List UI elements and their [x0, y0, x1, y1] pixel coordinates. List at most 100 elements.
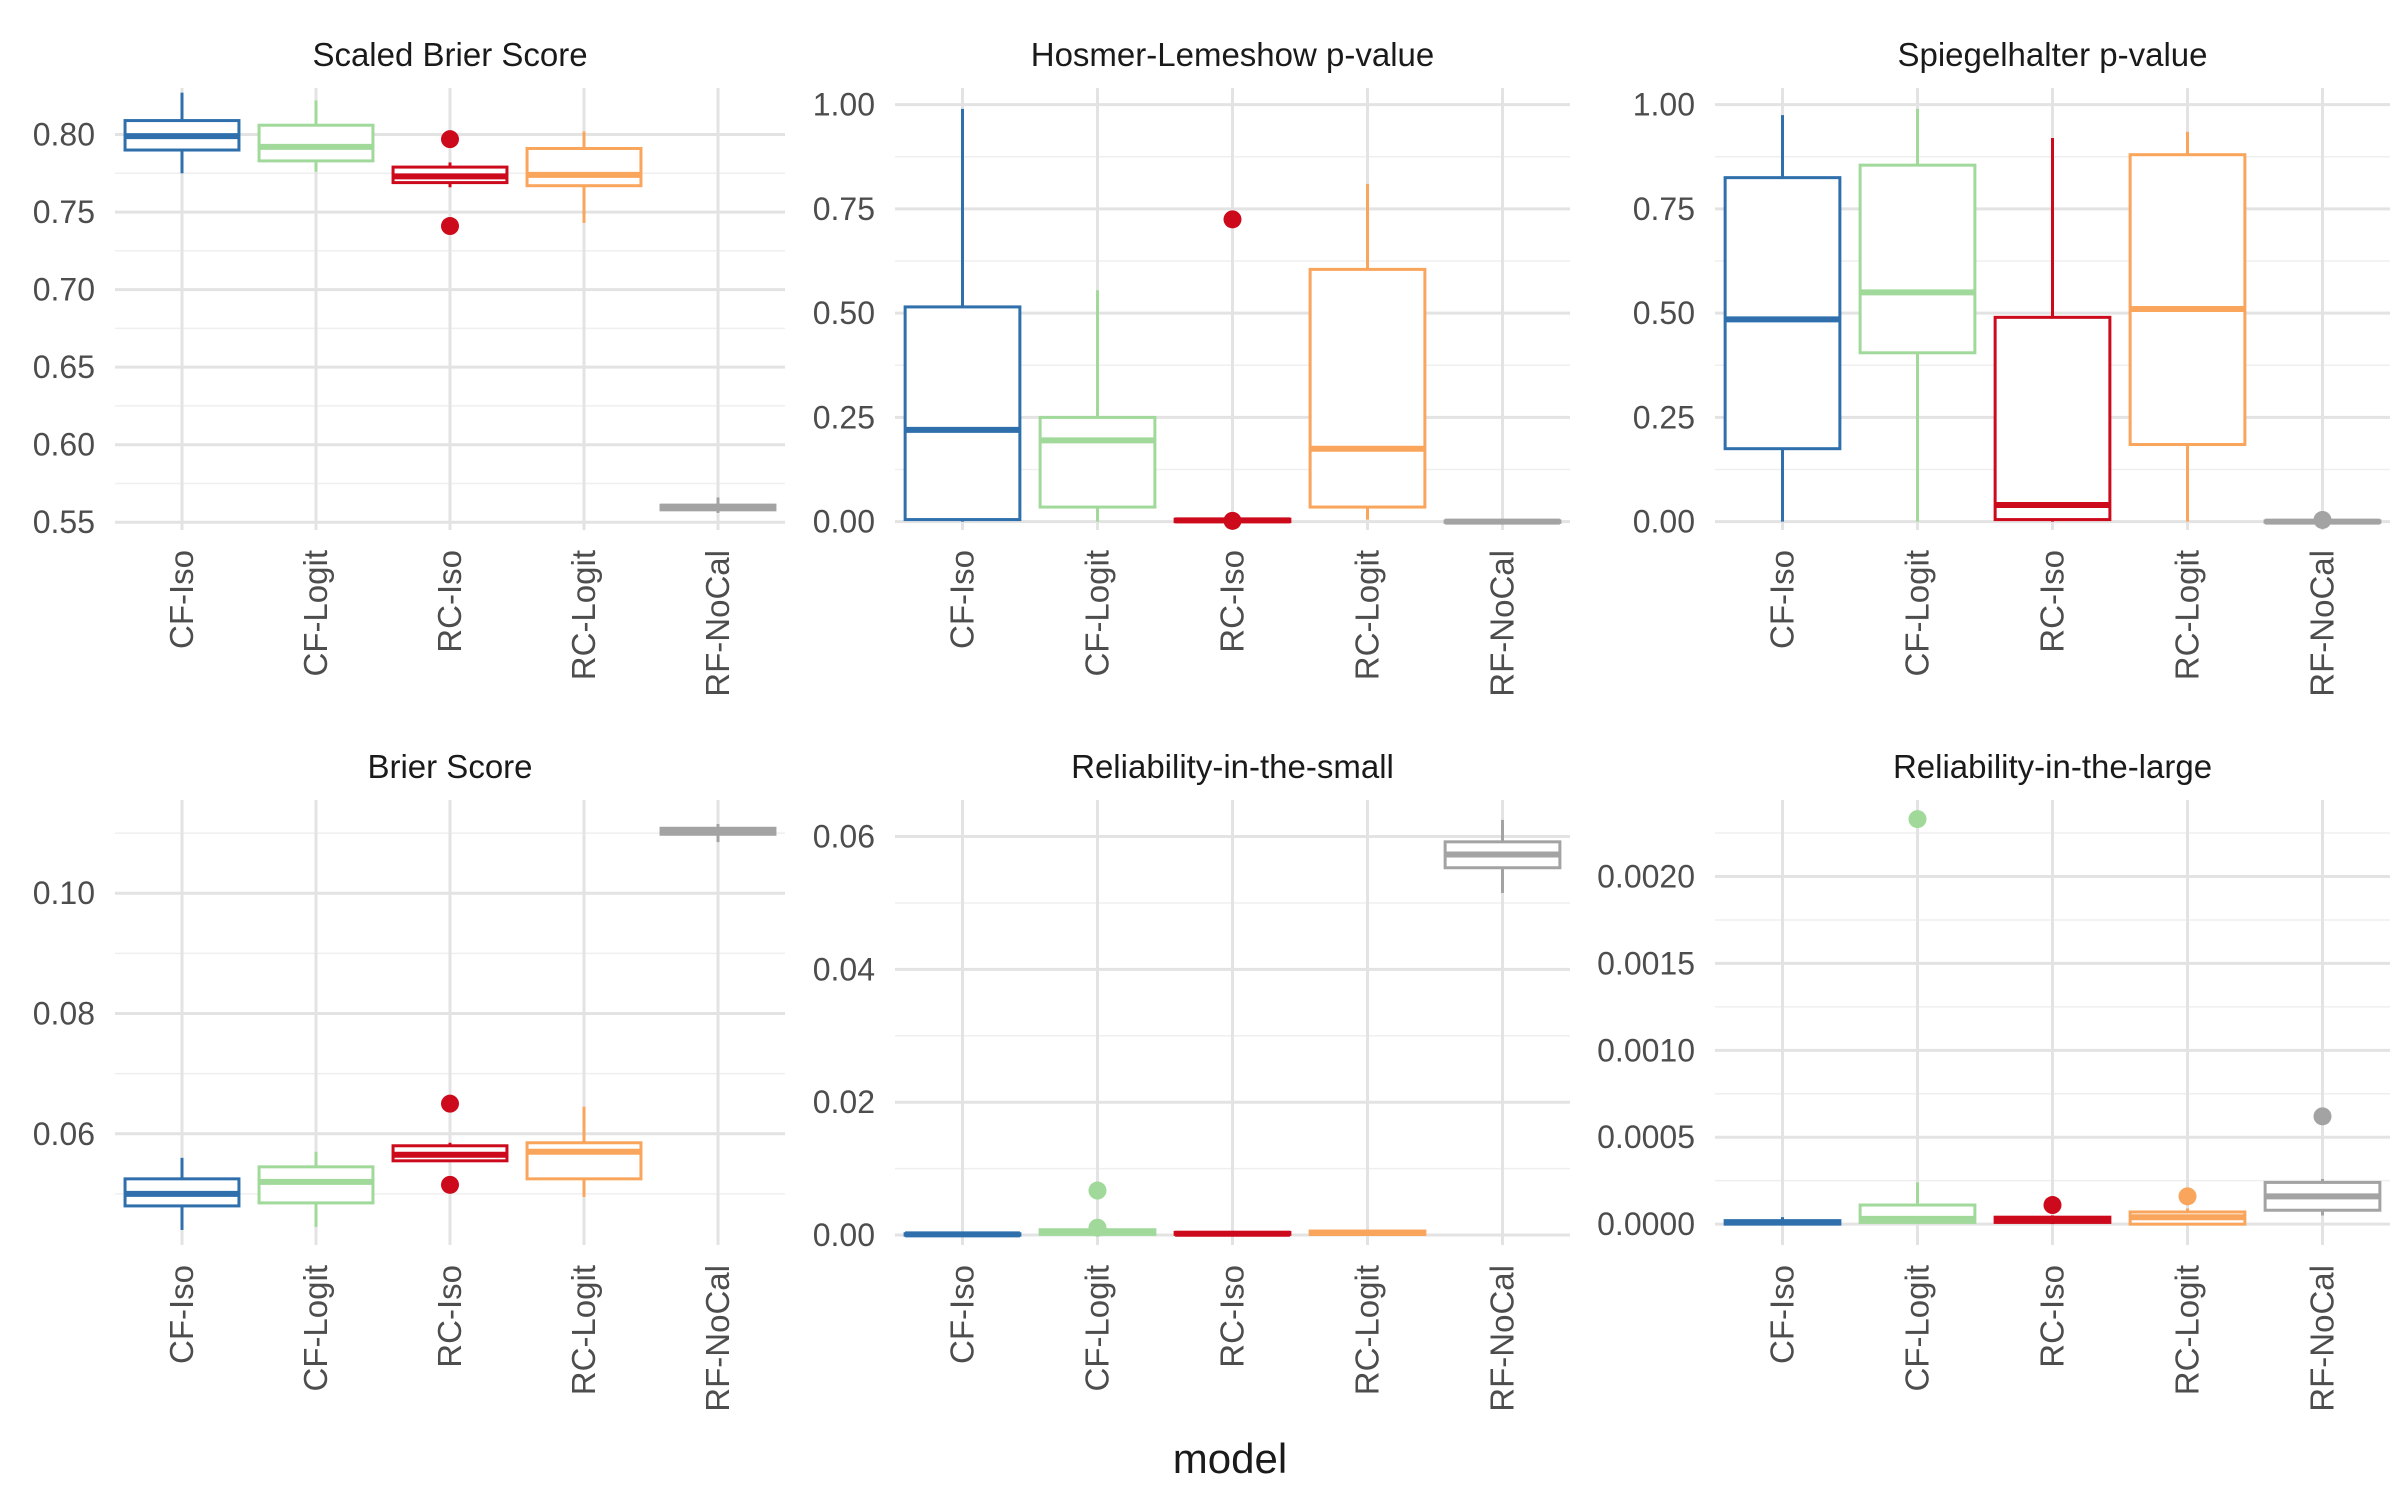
facet-panel: 0.00 0.02 0.04 0.06 Reliability-in-the-small… — [813, 748, 1570, 1412]
x-tick-label: CF-Iso — [1764, 550, 1801, 649]
x-tick-label: RC-Logit — [565, 550, 602, 680]
x-tick-label: CF-Logit — [1899, 1265, 1936, 1392]
box-rc-iso — [391, 1094, 509, 1194]
outlier-point — [1223, 210, 1242, 229]
y-tick-label: 0.70 — [33, 272, 95, 308]
box-rc-iso — [391, 130, 509, 236]
box-cf-iso — [1723, 1217, 1842, 1226]
x-tick-label: RC-Logit — [1349, 550, 1386, 680]
outlier-point — [441, 130, 459, 149]
box-body — [525, 1141, 643, 1181]
x-tick-label: RF-NoCal — [2304, 550, 2341, 697]
box-cf-logit — [1038, 290, 1157, 522]
x-tick-label: RC-Logit — [1349, 1265, 1386, 1395]
panel-title: Brier Score — [367, 748, 532, 785]
x-tick-label: CF-Iso — [944, 1265, 981, 1364]
box-rc-iso — [1993, 1196, 2112, 1225]
box-rc-logit — [2128, 131, 2247, 522]
outlier-point — [2313, 510, 2332, 529]
facet-panel: 0.06 0.08 0.10 Brier Score CF-Iso CF-Logit RC-… — [33, 748, 785, 1412]
y-tick-label: 0.75 — [33, 194, 95, 230]
y-tick-label: 0.0000 — [1597, 1206, 1695, 1242]
facet-panel: 0.0000 0.0005 0.0010 0.0015 0.0020 Reliabilit… — [1597, 748, 2390, 1412]
box-cf-logit — [1038, 1181, 1157, 1237]
x-tick-label: RF-NoCal — [1484, 550, 1521, 697]
y-tick-label: 0.75 — [813, 191, 875, 227]
box-rf-nocal — [659, 497, 777, 513]
y-tick-label: 0.00 — [1633, 504, 1695, 540]
y-tick-label: 0.60 — [33, 427, 95, 463]
y-tick-label: 0.0010 — [1597, 1032, 1695, 1068]
outlier-point — [1223, 511, 1242, 530]
x-tick-label: RF-NoCal — [1484, 1265, 1521, 1412]
y-tick-label: 0.25 — [1633, 399, 1695, 435]
y-tick-label: 0.65 — [33, 349, 95, 385]
box-body — [1723, 176, 1842, 451]
box-body — [1308, 267, 1427, 509]
x-tick-label: CF-Iso — [163, 550, 200, 649]
box-body — [1038, 415, 1157, 509]
box-body — [525, 146, 643, 188]
outlier-point — [1088, 1181, 1107, 1200]
x-tick-label: RC-Iso — [1214, 550, 1251, 653]
facet-panel: 0.00 0.25 0.50 0.75 1.00 Hosmer-Lemeshow p-va… — [813, 36, 1570, 697]
outlier-point — [1088, 1218, 1107, 1237]
box-cf-logit — [257, 1151, 375, 1227]
box-rc-logit — [1308, 1229, 1427, 1237]
box-body — [1858, 163, 1977, 355]
x-tick-label: CF-Logit — [297, 550, 334, 677]
y-tick-label: 0.02 — [813, 1084, 875, 1120]
x-tick-label: CF-Logit — [1899, 550, 1936, 677]
y-tick-label: 0.0005 — [1597, 1119, 1695, 1155]
box-rc-iso — [1173, 210, 1292, 530]
outlier-point — [1908, 810, 1927, 829]
box-cf-logit — [1858, 108, 1977, 522]
box-body — [2128, 153, 2247, 447]
y-tick-label: 1.00 — [1633, 87, 1695, 123]
x-tick-label: RC-Iso — [431, 1265, 468, 1368]
x-tick-label: RC-Logit — [565, 1265, 602, 1395]
box-cf-iso — [123, 92, 241, 174]
y-tick-label: 0.25 — [813, 399, 875, 435]
box-rc-logit — [525, 131, 643, 223]
box-cf-iso — [123, 1157, 241, 1230]
x-tick-label: CF-Logit — [297, 1265, 334, 1392]
outlier-point — [2313, 1107, 2332, 1126]
x-tick-label: CF-Iso — [163, 1265, 200, 1364]
x-tick-label: CF-Iso — [1764, 1265, 1801, 1364]
outlier-point — [441, 1094, 459, 1113]
x-tick-label: RC-Iso — [2034, 1265, 2071, 1368]
box-rf-nocal — [659, 824, 777, 843]
y-tick-label: 0.55 — [33, 504, 95, 540]
x-tick-label: RC-Iso — [431, 550, 468, 653]
x-tick-label: CF-Logit — [1079, 550, 1116, 677]
x-tick-label: RF-NoCal — [699, 1265, 736, 1412]
box-rc-logit — [2128, 1187, 2247, 1226]
outlier-point — [2178, 1187, 2197, 1206]
box-rc-iso — [1993, 138, 2112, 522]
x-tick-label: RF-NoCal — [2304, 1265, 2341, 1412]
y-tick-label: 0.10 — [33, 875, 95, 911]
x-tick-label: RC-Logit — [2169, 550, 2206, 680]
x-axis-label: model — [1173, 1435, 1287, 1482]
outlier-point — [441, 1175, 459, 1194]
panel-title: Reliability-in-the-large — [1893, 748, 2212, 785]
x-tick-label: RC-Iso — [2034, 550, 2071, 653]
y-tick-label: 1.00 — [813, 87, 875, 123]
y-tick-label: 0.75 — [1633, 191, 1695, 227]
box-rf-nocal — [2263, 510, 2382, 529]
y-tick-label: 0.00 — [813, 504, 875, 540]
y-tick-label: 0.04 — [813, 951, 875, 987]
y-tick-label: 0.0020 — [1597, 858, 1695, 894]
box-cf-iso — [903, 1231, 1022, 1238]
box-rc-iso — [1173, 1230, 1292, 1237]
box-cf-logit — [257, 100, 375, 172]
x-tick-label: RF-NoCal — [699, 550, 736, 697]
facet-panel: 0.00 0.25 0.50 0.75 1.00 Spiegelhalter p-valu… — [1633, 36, 2390, 697]
y-tick-label: 0.50 — [1633, 295, 1695, 331]
box-rf-nocal — [2263, 1107, 2382, 1216]
outlier-point — [2043, 1196, 2062, 1215]
box-body — [257, 123, 375, 163]
y-tick-label: 0.06 — [813, 819, 875, 855]
